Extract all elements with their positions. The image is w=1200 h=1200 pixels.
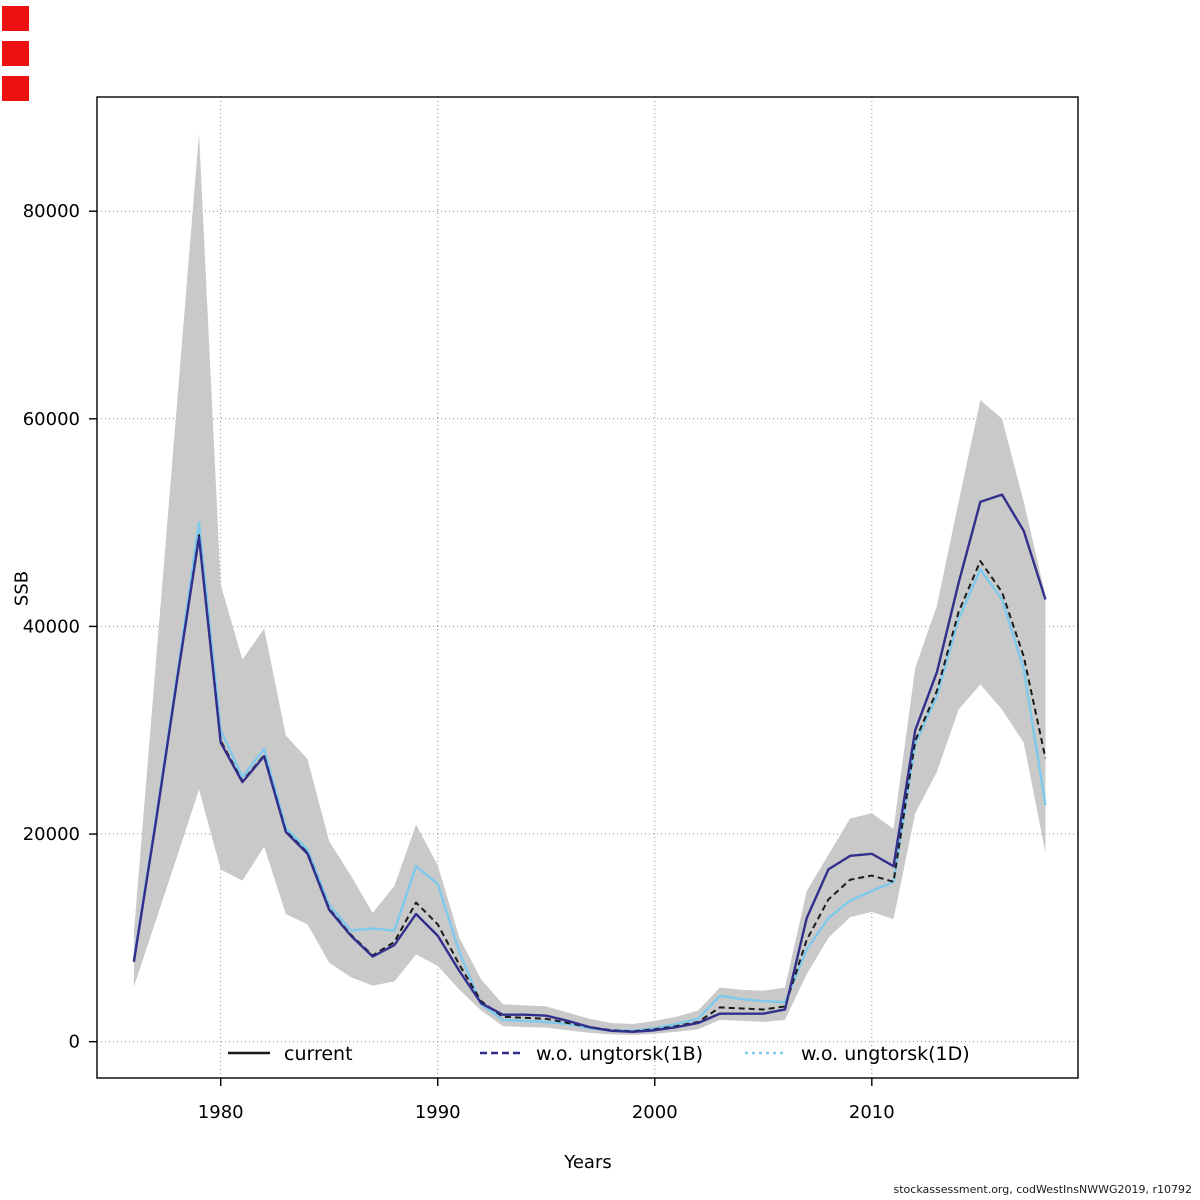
chart-legend: current w.o. ungtorsk(1B) w.o. ungtorsk(1D… [228, 1043, 970, 1065]
plot-border [96, 96, 1079, 1079]
series-lines [132, 493, 1047, 1034]
y-tick-label: 20000 [23, 824, 80, 845]
confidence-band [133, 133, 1046, 1035]
x-axis-title: Years [564, 1152, 612, 1173]
legend-label: w.o. ungtorsk(1B) [536, 1043, 703, 1065]
red-marker [2, 41, 29, 66]
x-tick-label: 2010 [849, 1102, 895, 1123]
red-marker [2, 6, 29, 31]
y-tick-label: 0 [69, 1032, 80, 1053]
legend-label: w.o. ungtorsk(1D) [801, 1043, 970, 1065]
y-tick-label: 80000 [23, 201, 80, 222]
x-tick-label: 2000 [632, 1102, 678, 1123]
tick-labels: 1980 1990 2000 2010 0 20000 40000 60000 80000 [23, 201, 895, 1123]
y-tick-label: 40000 [23, 616, 80, 637]
y-axis-title: SSB [11, 570, 33, 607]
confidence-band [133, 133, 1046, 1035]
credit-footer: stockassessment.org, codWestInsNWWG2019,… [893, 1183, 1193, 1196]
y-tick-label: 60000 [23, 409, 80, 430]
axis-box-and-ticks [89, 96, 1079, 1086]
gridlines [97, 97, 1078, 1078]
series-line-w-o-ungtorsk-1b- [132, 493, 1047, 1034]
x-tick-label: 1980 [198, 1102, 244, 1123]
x-tick-label: 1990 [415, 1102, 461, 1123]
legend-label: current [284, 1043, 353, 1065]
red-marker [2, 76, 29, 101]
